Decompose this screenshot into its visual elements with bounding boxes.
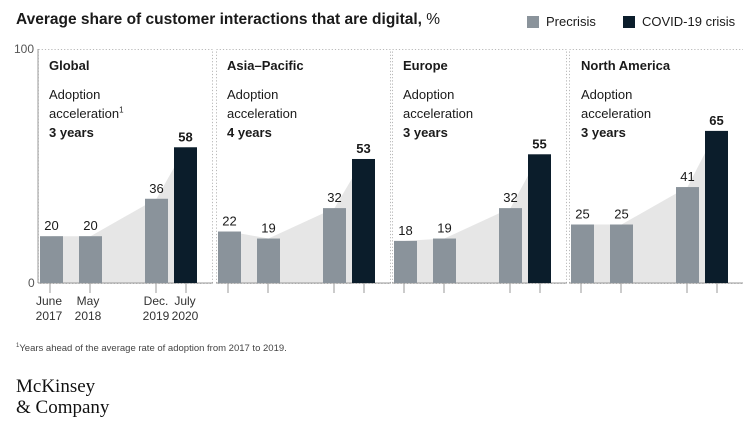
bar-label-europe-1: 19 [437,221,451,236]
bar-label-north-america-0: 25 [575,207,589,222]
bar-label-asia-pacific-1: 19 [261,221,275,236]
legend-swatch-precrisis [527,15,539,28]
bar-label-global-2: 36 [149,181,163,196]
x-tick-may-2018: May 2018 [74,294,102,323]
bar-asia-pacific-3 [352,158,375,283]
bar-label-asia-pacific-3: 53 [356,141,370,156]
panel-frame-global [38,49,213,284]
bar-label-north-america-2: 41 [680,169,694,184]
chart-title: Average share of customer interactions t… [16,11,441,28]
panel-note-europe: Adoption acceleration 3 years [403,87,474,140]
mckinsey-logo: McKinsey & Company [16,376,110,418]
bar-label-north-america-1: 25 [614,207,628,222]
bar-label-global-1: 20 [83,218,97,233]
bar-north-america-1 [610,224,633,283]
panel-note-global: Adoption acceleration1 3 years [49,87,124,140]
trend-area-north-america [571,130,728,283]
panel-title-europe: Europe [403,58,448,73]
bar-europe-2 [499,208,522,283]
legend-label-precrisis: Precrisis [546,14,596,29]
x-tick-june-2017: June 2017 [35,294,63,323]
bar-label-asia-pacific-0: 22 [222,214,236,229]
legend-covid: COVID-19 crisis [623,14,735,29]
panel-frame-asia-pacific [216,49,391,284]
bar-global-1 [79,236,102,283]
x-tick-dec-2019: Dec. 2019 [142,294,170,323]
bar-europe-1 [433,238,456,283]
panel-title-asia-pacific: Asia–Pacific [227,58,304,73]
bar-label-europe-0: 18 [398,223,412,238]
panel-note-asia-pacific: Adoption acceleration 4 years [227,87,298,140]
bar-north-america-0 [571,224,594,283]
bar-asia-pacific-2 [323,208,346,283]
legend-precrisis: Precrisis [527,14,596,29]
bar-label-global-0: 20 [44,218,58,233]
legend-label-covid: COVID-19 crisis [642,14,736,29]
bar-global-2 [145,198,168,283]
bar-asia-pacific-0 [218,231,241,283]
panel-frame-europe [392,49,567,284]
bar-label-asia-pacific-2: 32 [327,190,341,205]
bar-label-global-3: 58 [178,129,192,144]
bar-europe-0 [394,240,417,283]
trend-area-europe [394,154,551,283]
bar-label-north-america-3: 65 [709,113,723,128]
panel-title-global: Global [49,58,90,73]
bar-label-europe-3: 55 [532,136,546,151]
legend-swatch-covid [623,15,635,28]
panel-note-north-america: Adoption acceleration 3 years [581,87,652,140]
y-tick-0: 0 [28,276,35,290]
bar-north-america-3 [705,130,728,283]
panel-frame-north-america [569,49,743,284]
bar-global-0 [40,236,63,283]
bar-label-europe-2: 32 [503,190,517,205]
bar-north-america-2 [676,187,699,283]
trend-area-asia-pacific [218,158,375,283]
footnote: 1Years ahead of the average rate of adop… [16,342,287,354]
y-tick-100: 100 [14,42,35,56]
x-tick-july-2020: July 2020 [171,294,199,323]
bar-europe-3 [528,154,551,283]
trend-area-global [40,147,197,283]
panel-title-north-america: North America [581,58,671,73]
bar-global-3 [174,147,197,283]
bar-asia-pacific-1 [257,238,280,283]
